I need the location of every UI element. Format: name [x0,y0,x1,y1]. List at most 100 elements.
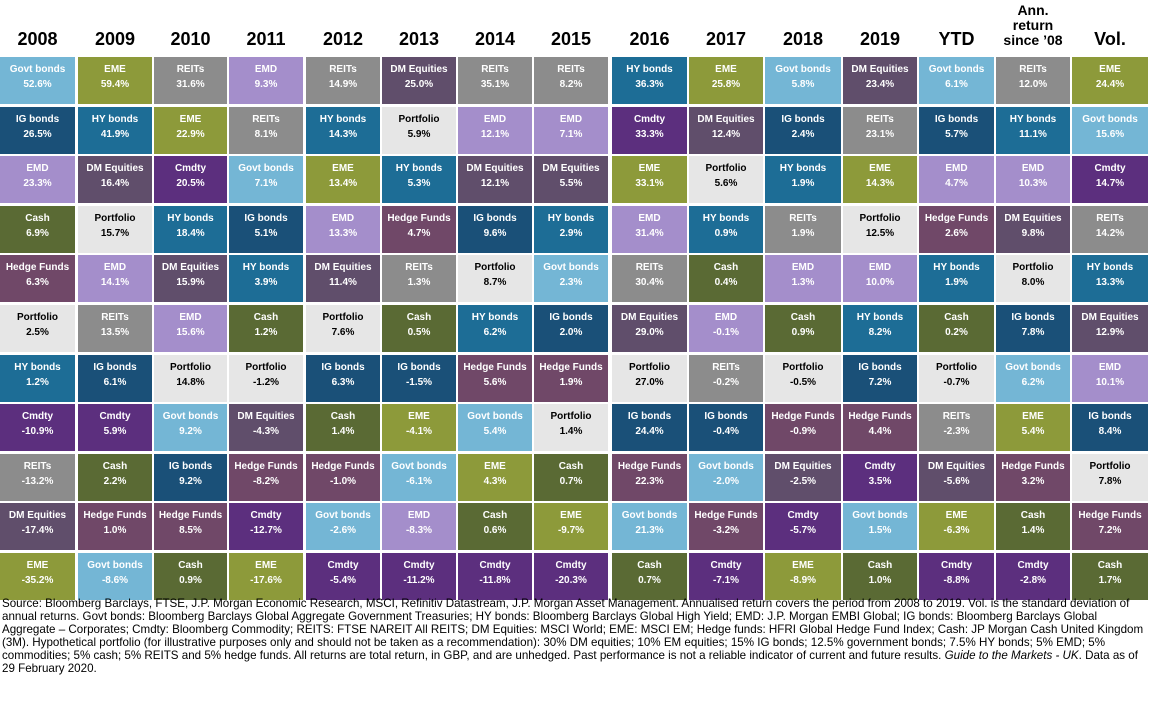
column-header: Vol. [1072,29,1148,49]
return-value-label: 23.3% [23,178,52,190]
column-header-label: 2008 [17,29,58,49]
return-cell: Govt bonds 21.3% [612,503,687,551]
return-cell: REITs -0.2% [689,354,763,402]
column-header-label: 2010 [170,29,211,49]
return-value-label: -8.6% [101,575,129,586]
asset-class-label: HY bonds [933,262,980,274]
asset-class-label: Cash [1020,510,1046,522]
asset-class-label: REITs [252,113,280,125]
return-cell: EME 59.4% [78,57,152,104]
return-cell: EMD 31.4% [612,205,687,253]
return-cell: Cmdty -11.8% [458,553,532,600]
return-cell: Portfolio 14.8% [154,354,227,402]
return-cell: EME 13.4% [306,156,380,204]
asset-class-label: EMD [1098,361,1122,373]
return-cell: Govt bonds 6.1% [919,57,994,104]
asset-class-label: DM Equities [8,510,67,522]
asset-class-label: EME [1022,411,1044,423]
return-cell: DM Equities 11.4% [306,255,380,303]
return-value-label: 7.2% [1098,525,1122,537]
return-value-label: -2.3% [943,426,970,438]
return-cell: IG bonds 2.0% [534,305,608,352]
column-header-label: 2015 [550,29,592,49]
return-cell: REITs -2.3% [919,404,994,452]
return-value-label: 9.6% [483,227,507,239]
return-value-label: 15.9% [176,277,205,289]
return-cell: DM Equities 12.9% [1072,305,1148,352]
return-cell: Portfolio 5.6% [689,156,763,204]
asset-class-label: DM Equities [851,64,909,75]
asset-class-label: Hedge Funds [5,262,70,274]
asset-class-label: Cmdty [1094,163,1126,175]
return-cell: Portfolio 1.4% [534,404,608,452]
return-value-label: -8.9% [789,575,817,586]
asset-class-label: Hedge Funds [463,361,527,373]
asset-class-label: EME [1099,64,1121,75]
return-cell: EMD 15.6% [154,305,227,352]
return-value-label: 15.7% [100,227,130,239]
column-header-label: return [1012,17,1054,33]
asset-class-label: Cmdty [250,510,282,522]
return-cell: Cash 1.4% [306,404,380,452]
asset-class-label: EME [332,163,354,175]
column-header: YTD [919,30,994,48]
return-cell: EMD 4.7% [919,156,994,204]
asset-class-label: Cmdty [327,560,359,571]
return-cell: HY bonds 1.9% [765,156,841,204]
column-header-label: Vol. [1094,29,1126,49]
return-cell: Hedge Funds 22.3% [612,453,687,501]
asset-class-label: Hedge Funds [617,460,682,472]
asset-class-label: HY bonds [471,312,519,323]
return-value-label: 25.0% [404,79,434,90]
asset-class-label: EME [26,560,49,571]
asset-class-label: Cmdty [940,560,973,571]
return-value-label: -1.0% [329,475,357,487]
return-cell: Govt bonds 7.1% [229,156,303,204]
return-value-label: 15.6% [1095,128,1125,140]
asset-class-label: Cmdty [99,411,131,423]
return-cell: DM Equities 29.0% [612,305,687,352]
return-value-label: 5.5% [559,178,583,190]
asset-class-label: Portfolio [859,212,901,224]
return-value-label: 14.7% [1095,178,1125,190]
asset-class-label: Govt bonds [467,411,523,423]
asset-class-label: EMD [26,163,49,175]
column-header-label: 2012 [322,29,364,49]
return-cell: Portfolio 8.7% [458,255,532,303]
asset-class-label: HY bonds [1086,262,1134,274]
return-cell: Portfolio 15.7% [78,205,152,253]
asset-class-label: HY bonds [779,163,827,175]
return-value-label: -17.4% [21,525,54,537]
return-cell: HY bonds 18.4% [154,205,227,253]
asset-class-label: Govt bonds [162,411,219,423]
return-cell: EMD 1.3% [765,255,841,303]
return-cell: EME -35.2% [0,553,75,600]
return-value-label: 2.9% [559,227,583,239]
return-cell: Cmdty -5.7% [765,503,841,551]
return-value-label: 31.4% [635,227,664,239]
return-value-label: -13.2% [21,475,54,487]
return-value-label: 10.1% [1095,376,1125,388]
return-value-label: -5.7% [789,525,817,537]
return-value-label: 41.9% [100,128,130,140]
asset-class-label: EME [792,560,814,571]
return-value-label: 7.2% [868,376,892,388]
asset-class-label: Govt bonds [852,510,908,522]
return-value-label: -35.2% [21,575,54,586]
return-value-label: 13.4% [328,178,358,190]
return-cell: Cash 0.7% [534,453,608,501]
column-header: 2010 [154,29,227,49]
asset-class-label: REITs [23,460,52,472]
return-cell: IG bonds 5.7% [919,106,994,154]
asset-class-label: REITs [1019,64,1047,75]
asset-class-label: Cmdty [1017,560,1049,571]
asset-class-label: EMD [103,262,127,274]
return-cell: Govt bonds 5.8% [765,57,841,104]
return-value-label: 12.5% [865,227,895,239]
return-cell: IG bonds -1.5% [382,354,456,402]
return-value-label: -20.3% [555,575,587,586]
column-header: 2017 [689,30,763,48]
asset-class-label: REITs [789,212,817,224]
asset-class-label: Portfolio [628,361,671,373]
return-value-label: 15.6% [176,327,205,338]
